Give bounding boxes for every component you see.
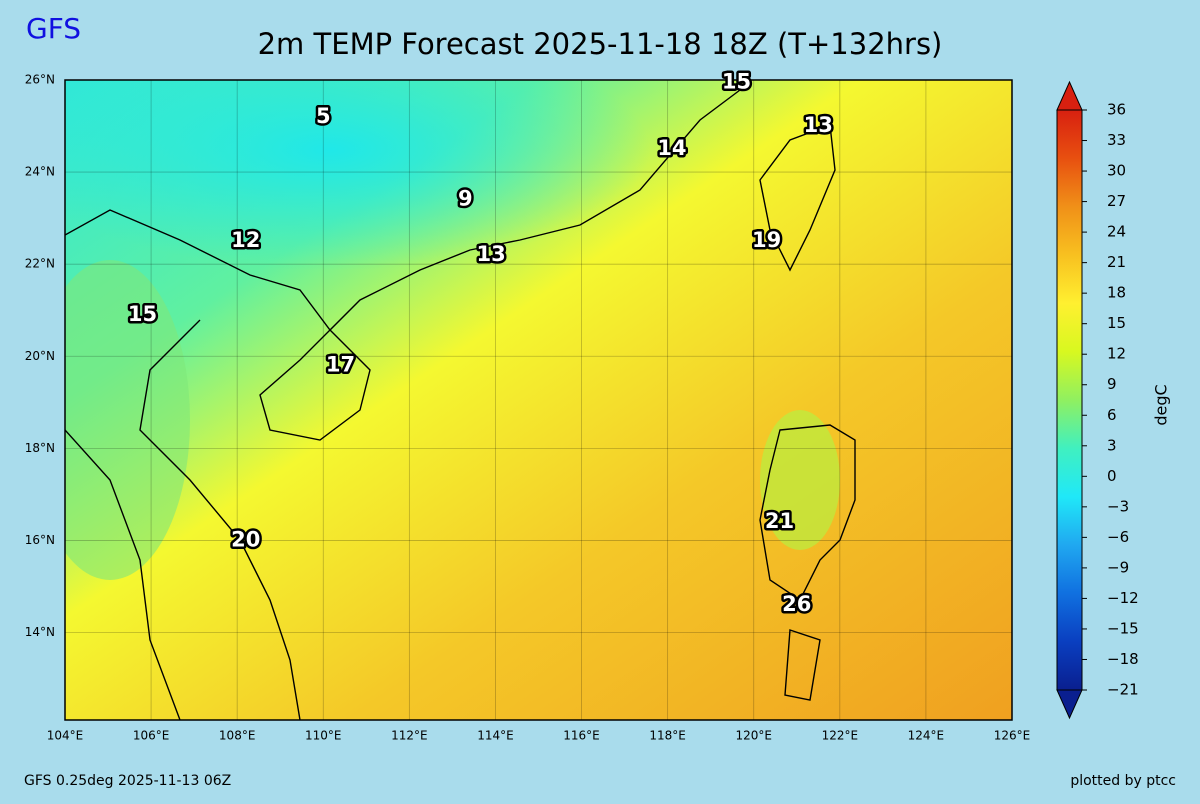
temperature-label: 17: [326, 352, 355, 376]
lon-tick-label: 110°E: [305, 729, 342, 743]
lon-tick-label: 106°E: [133, 729, 170, 743]
lon-tick-label: 120°E: [735, 729, 772, 743]
lon-tick-label: 126°E: [994, 729, 1031, 743]
lon-tick-label: 118°E: [649, 729, 686, 743]
colorbar-frame: [1056, 109, 1083, 691]
lon-tick-label: 122°E: [822, 729, 859, 743]
temperature-label: 5: [316, 104, 331, 128]
lat-tick-label: 16°N: [25, 533, 55, 547]
lon-tick-label: 116°E: [563, 729, 600, 743]
lat-tick-label: 22°N: [25, 257, 55, 271]
lon-tick-label: 124°E: [908, 729, 945, 743]
colorbar-tick-label: 12: [1107, 345, 1126, 363]
colorbar-tick-label: −9: [1107, 558, 1129, 576]
map-frame: [64, 79, 1013, 721]
title: 2m TEMP Forecast 2025-11-18 18Z (T+132hr…: [258, 27, 943, 61]
temperature-field: [65, 80, 1012, 720]
colorbar-tick-label: 27: [1107, 192, 1126, 210]
lat-tick-label: 18°N: [25, 441, 55, 455]
model-name: GFS: [26, 12, 81, 45]
colorbar-tick-label: −12: [1107, 589, 1139, 607]
colorbar-tick-label: 9: [1107, 375, 1117, 393]
lon-tick-label: 108°E: [219, 729, 256, 743]
lat-tick-label: 26°N: [25, 73, 55, 87]
colorbar-tick-label: 30: [1107, 162, 1126, 180]
colorbar-tick-label: −18: [1107, 650, 1139, 668]
temperature-label: 21: [765, 509, 794, 533]
temperature-label: 14: [657, 136, 686, 160]
colorbar: degC 3633302724211815129630−3−6−9−12−15−…: [1056, 80, 1171, 720]
colorbar-tick-label: 15: [1107, 314, 1126, 332]
colorbar-tick-label: 36: [1107, 101, 1126, 119]
colorbar-tick-label: 0: [1107, 467, 1117, 485]
colorbar-tick-label: 3: [1107, 436, 1117, 454]
temperature-label: 13: [477, 242, 506, 266]
colorbar-tick-label: −21: [1107, 681, 1139, 699]
colorbar-tick-label: −6: [1107, 528, 1129, 546]
colorbar-tick-label: 21: [1107, 253, 1126, 271]
temperature-label: 15: [128, 302, 157, 326]
lat-tick-label: 20°N: [25, 349, 55, 363]
colorbar-tick-label: −15: [1107, 619, 1139, 637]
lat-tick-label: 24°N: [25, 165, 55, 179]
colorbar-tick-label: 24: [1107, 223, 1126, 241]
temperature-label: 13: [804, 113, 833, 137]
lat-tick-label: 14°N: [25, 625, 55, 639]
temperature-label: 12: [231, 228, 260, 252]
colorbar-max-extend: [1056, 80, 1083, 111]
temperature-label: 26: [782, 592, 811, 616]
colorbar-label: degC: [1152, 384, 1171, 425]
lon-tick-label: 114°E: [477, 729, 514, 743]
temperature-label: 20: [231, 527, 260, 551]
temperature-label: 19: [752, 228, 781, 252]
colorbar-min-extend: [1056, 689, 1083, 720]
temperature-label: 15: [722, 69, 751, 93]
lon-tick-label: 112°E: [391, 729, 428, 743]
colorbar-tick-label: −3: [1107, 497, 1129, 515]
temperature-label: 9: [458, 187, 473, 211]
footer-credit: plotted by ptcc: [1070, 773, 1176, 789]
footer-source: GFS 0.25deg 2025-11-13 06Z: [24, 773, 231, 789]
colorbar-tick-label: 6: [1107, 406, 1117, 424]
colorbar-tick-label: 18: [1107, 284, 1126, 302]
colorbar-tick-label: 33: [1107, 131, 1126, 149]
lon-tick-label: 104°E: [47, 729, 84, 743]
colorbar-fill: [1057, 110, 1082, 690]
